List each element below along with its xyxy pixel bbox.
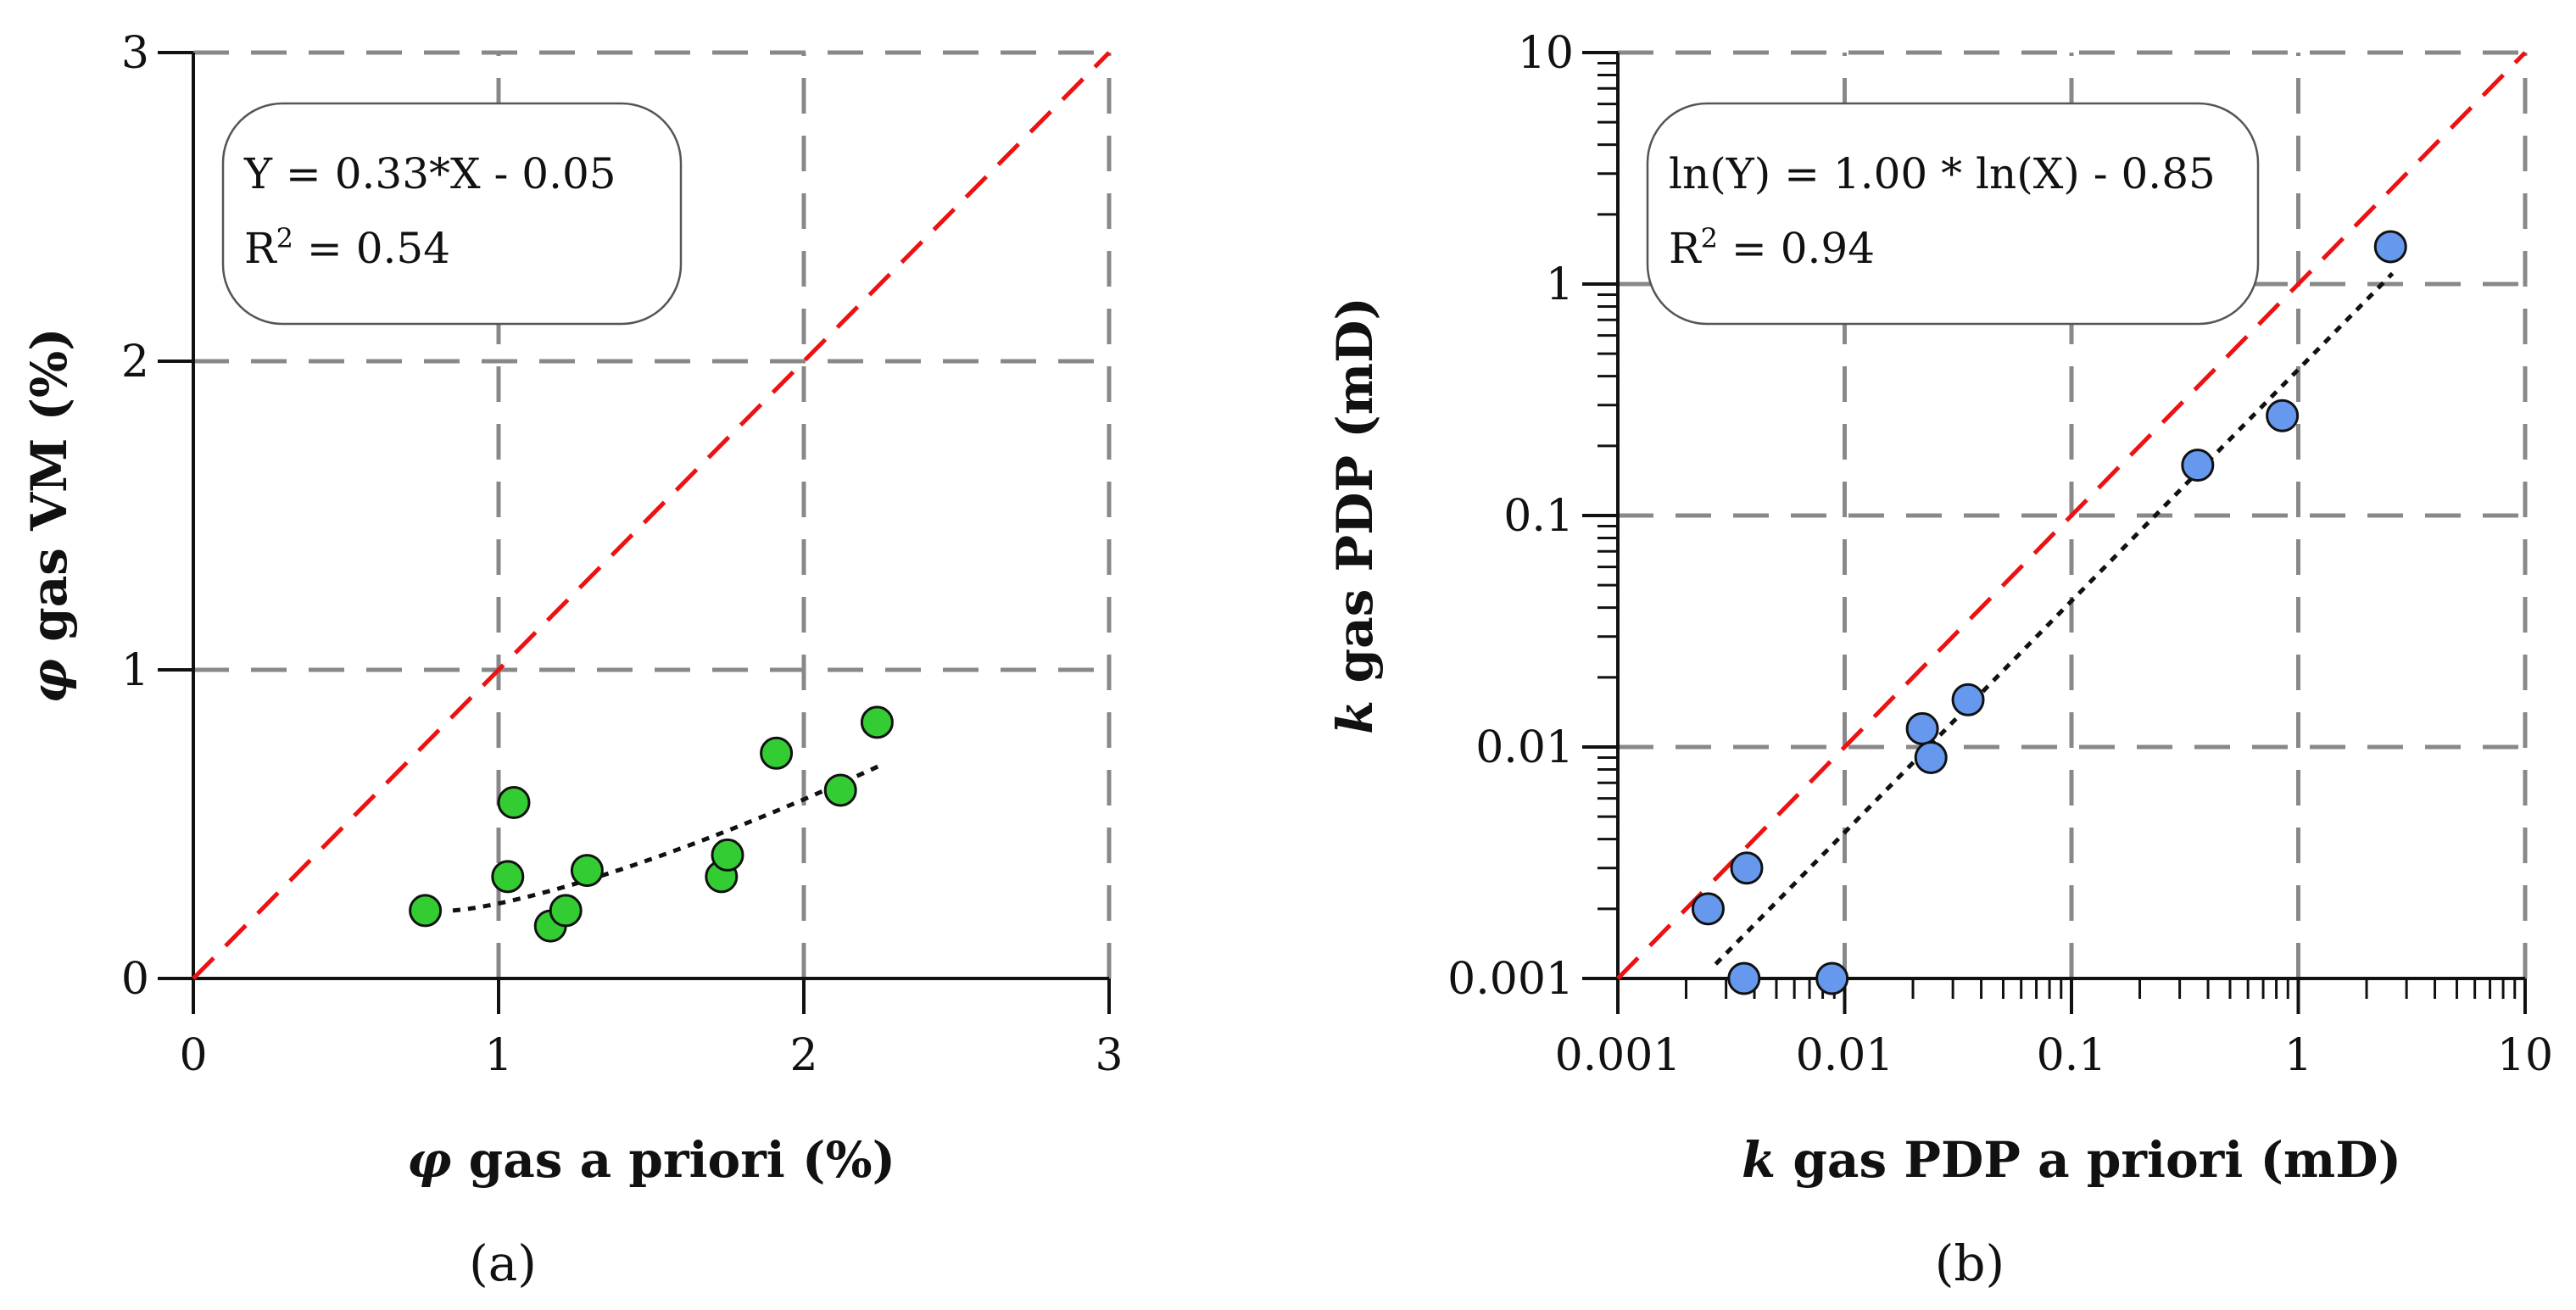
data-point <box>549 894 583 928</box>
data-point <box>491 860 525 894</box>
data-point <box>1951 683 1985 716</box>
x-tick-label: 0 <box>179 1030 207 1081</box>
data-point <box>1905 711 1939 745</box>
y-tick-label: 0.1 <box>1503 491 1574 542</box>
x-axis-title: φ gas a priori (%) <box>407 1131 895 1189</box>
x-tick-label: 1 <box>2284 1030 2312 1081</box>
panel-label: (a) <box>469 1235 537 1292</box>
data-point <box>1730 851 1764 885</box>
y-axis-title: k gas PDP (mD) <box>1326 297 1384 734</box>
data-point <box>409 894 443 928</box>
panel-a-chart: 0 1 2 3 0 1 2 3 Y = 0.33*X - 0.05 R2 = 0.54 φ gas … <box>20 28 1124 1292</box>
r-squared-label: R2 = 0.54 <box>244 222 450 273</box>
y-tick-label: 1 <box>1546 259 1574 310</box>
regression-equation: ln(Y) = 1.00 * ln(X) - 0.85 <box>1669 149 2216 198</box>
x-tick-label: 0.1 <box>2037 1030 2107 1081</box>
data-point <box>1691 892 1725 926</box>
x-tick-label: 3 <box>1095 1030 1123 1081</box>
y-tick-label: 2 <box>121 337 149 387</box>
regression-equation: Y = 0.33*X - 0.05 <box>243 149 616 198</box>
identity-line <box>192 51 1111 980</box>
data-point <box>2181 449 2215 482</box>
y-tick-label: 0.01 <box>1475 722 1574 773</box>
x-tick-label: 1 <box>484 1030 512 1081</box>
y-tick-label: 3 <box>121 28 149 79</box>
x-tick-label: 10 <box>2497 1030 2553 1081</box>
data-point <box>760 736 794 770</box>
data-point <box>860 705 894 739</box>
identity-line <box>1616 51 2527 980</box>
data-point <box>1914 740 1948 774</box>
x-tick-label: 2 <box>789 1030 817 1081</box>
annotation-box <box>221 102 683 326</box>
x-tick-label: 0.001 <box>1555 1030 1681 1081</box>
y-tick-label: 1 <box>121 645 149 696</box>
data-point <box>1727 962 1761 995</box>
y-tick-label: 0.001 <box>1447 954 1574 1005</box>
x-axis-title: k gas PDP a priori (mD) <box>1742 1131 2401 1189</box>
data-point <box>823 773 857 807</box>
panel-label: (b) <box>1935 1235 2004 1292</box>
data-point <box>2266 399 2300 432</box>
fit-line <box>1714 271 2395 966</box>
annotation-box <box>1646 102 2260 326</box>
y-tick-label: 0 <box>121 954 149 1005</box>
data-point <box>1815 962 1849 995</box>
y-axis-title: φ gas VM (%) <box>20 327 78 703</box>
x-tick-label: 0.01 <box>1796 1030 1894 1081</box>
data-point <box>711 838 744 872</box>
data-point <box>570 854 604 888</box>
data-point <box>497 786 531 820</box>
r-squared-label: R2 = 0.94 <box>1669 222 1875 273</box>
y-tick-label: 10 <box>1518 28 1574 79</box>
data-point <box>2373 230 2407 264</box>
panel-b-chart: 0.001 0.01 0.1 1 10 0.001 0.01 0.1 1 10 ln(Y) = 1.… <box>1326 28 2553 1292</box>
